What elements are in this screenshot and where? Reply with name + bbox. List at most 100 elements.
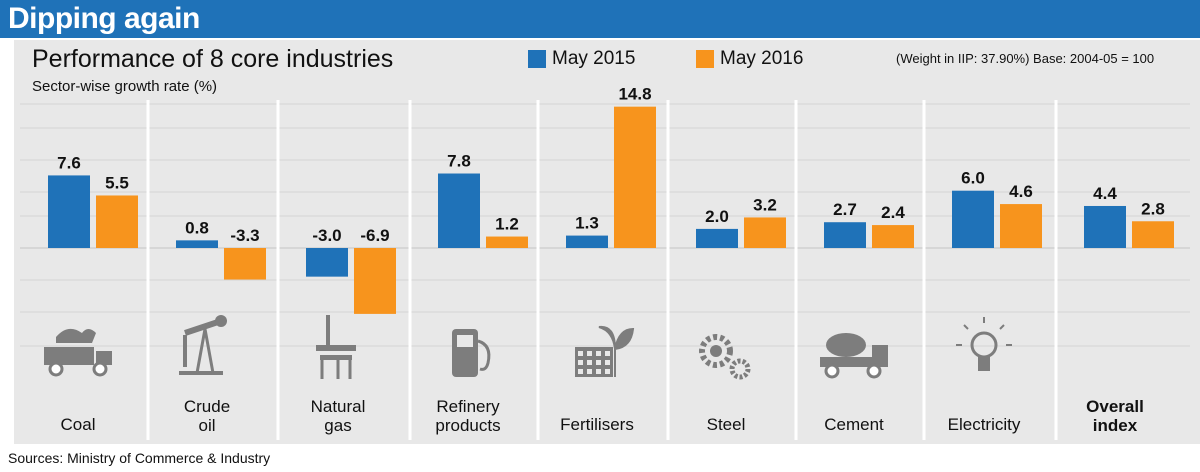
rig-deck [320,355,352,360]
factory-window [587,360,592,365]
bar [96,195,138,248]
data-label: 5.5 [105,173,129,192]
bar [176,240,218,248]
factory-window [596,351,601,356]
data-label: 0.8 [185,218,209,237]
bar [1000,204,1042,248]
bar [438,173,480,248]
bulb-base [978,357,990,371]
category-label: Fertilisers [560,415,634,434]
bar [306,248,348,277]
pump-beam [184,318,222,336]
pump-base [179,371,223,375]
truck-cab [96,351,112,365]
bar [614,106,656,248]
wheel [824,363,840,379]
data-label: 2.8 [1141,199,1165,218]
factory-window [578,369,583,374]
bulb-glass [970,331,998,359]
gears-icon [699,334,751,380]
mixer-cab [872,345,888,367]
bar [1084,205,1126,248]
mixer-drum [826,333,866,357]
bar [354,248,396,314]
category-label: Overall [1086,397,1144,416]
gear-large [699,334,733,368]
factory-window [605,360,610,365]
legend-label-2015: May 2015 [552,48,636,69]
data-label: 4.4 [1093,184,1117,203]
rig-tower [326,315,330,345]
data-label: 6.0 [961,169,985,188]
fuel-pump-icon [452,329,491,377]
data-label: -6.9 [360,226,389,245]
bar [872,225,914,248]
plant-leaves [598,325,635,377]
mixer-chassis [820,357,872,367]
factory-window [605,369,610,374]
cement-mixer-icon [820,333,888,379]
bar [1132,221,1174,248]
wheel [866,363,882,379]
bulb-rays [956,317,1012,346]
factory-plant-icon [575,325,635,377]
legend-swatch-2016 [696,50,714,68]
pump-window [457,335,473,347]
data-label: 7.6 [57,153,81,172]
data-label: 2.7 [833,200,857,219]
pump-hose [477,339,491,371]
gear-small [729,358,751,380]
bar [952,190,994,248]
factory-window [605,351,610,356]
data-label: -3.3 [230,226,259,245]
rig-deck [316,345,356,351]
gear-hub [710,345,722,357]
bar [486,236,528,248]
data-label: 14.8 [618,85,651,104]
factory-window [596,360,601,365]
data-label: 2.4 [881,203,905,222]
category-label: Refinery [436,397,500,416]
pump-head [215,315,227,327]
category-label: index [1093,416,1138,435]
y-axis-label: Sector-wise growth rate (%) [32,78,218,95]
category-label: gas [324,416,351,435]
data-label: -3.0 [312,226,341,245]
category-label: Coal [61,415,96,434]
bar [566,235,608,248]
pump-frame [195,328,215,374]
rig-legs [320,360,352,379]
category-label: products [435,416,500,435]
source-note: Sources: Ministry of Commerce & Industry [8,450,271,466]
weight-base-note: (Weight in IIP: 37.90%) Base: 2004-05 = … [896,51,1155,66]
bar [744,217,786,248]
data-label: 2.0 [705,207,729,226]
data-label: 1.2 [495,215,519,234]
wheel [92,361,108,377]
bar [224,248,266,280]
data-label: 1.3 [575,214,599,233]
legend-swatch-2015 [528,50,546,68]
coal-truck-icon [44,328,112,377]
factory-window [587,351,592,356]
wheel [48,361,64,377]
light-bulb-icon [956,317,1012,371]
headline-banner: Dipping again [0,0,1200,38]
category-label: Electricity [948,415,1021,434]
category-label: Natural [311,397,366,416]
factory-window [587,369,592,374]
factory-window [578,360,583,365]
data-label: 7.8 [447,152,471,171]
bar [824,222,866,248]
bar [696,228,738,248]
gas-rig-icon [316,315,356,379]
headline: Dipping again [8,2,200,35]
data-label: 4.6 [1009,182,1033,201]
bar [48,175,90,248]
truck-body [44,347,94,365]
pump-rod [183,335,187,367]
category-label: Steel [707,415,746,434]
data-label: 3.2 [753,195,777,214]
category-label: Crude [184,397,230,416]
